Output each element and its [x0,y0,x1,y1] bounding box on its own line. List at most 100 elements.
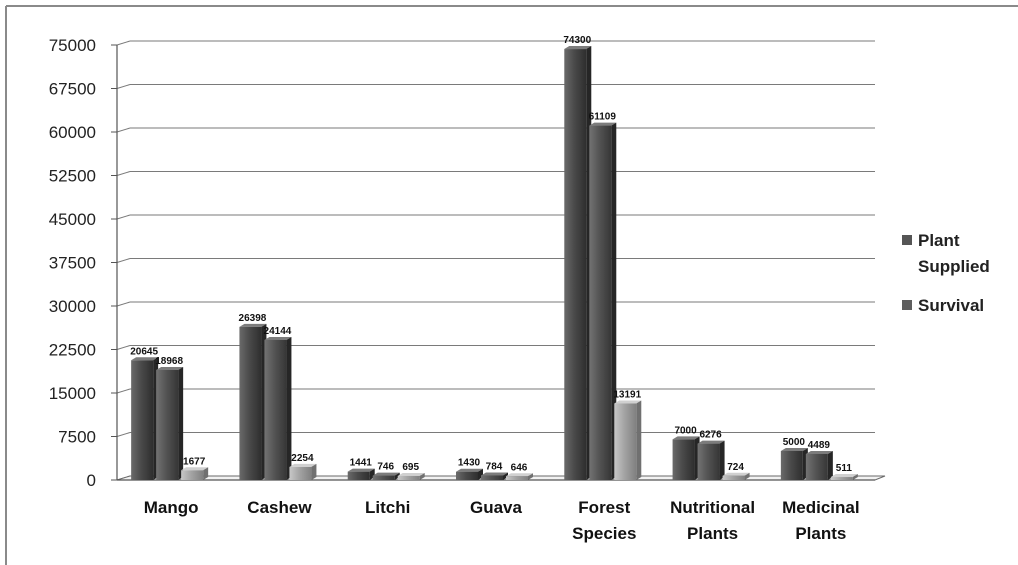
bar [672,439,695,480]
legend-entry: Plant Supplied [918,231,990,276]
legend: Plant Supplied Survival [902,231,990,315]
bar [589,125,612,480]
bar-top [156,366,184,370]
category-label: Mango [144,498,199,517]
data-label: 20645 [130,346,158,357]
bar [780,451,803,480]
bar [614,403,637,480]
y-tick-label: 30000 [49,297,96,316]
bar-top [131,357,159,361]
bar-side [311,463,317,480]
bar [397,475,420,480]
bar-side [503,472,508,480]
bar-top [722,472,750,476]
gridline-stub [116,171,131,176]
bar-side [744,472,750,480]
bar [697,443,720,480]
bar [805,453,828,480]
bar-side [286,336,292,480]
data-label: 5000 [783,437,806,448]
data-label: 26398 [239,313,267,324]
gridline-stub [116,84,131,89]
y-tick-label: 0 [87,471,96,490]
bar-top [830,474,858,478]
legend-entry-line: Plant [918,231,960,250]
y-tick-label: 75000 [49,36,96,55]
bars [131,46,858,481]
bar-top [506,473,533,477]
data-label: 1441 [350,458,373,469]
legend-entry: Survival [918,296,984,315]
bar-top [672,436,700,440]
bar-side [419,472,425,480]
legend-swatch [902,300,912,310]
y-tick-label: 45000 [49,210,96,229]
bar [289,466,312,480]
bar-top [397,472,425,476]
category-label: Guava [470,498,523,517]
category-label-line: Plants [795,524,846,543]
bar [506,476,528,480]
gridline-stub [116,388,131,394]
bar [456,471,478,480]
y-tick-label: 52500 [49,167,96,186]
bar [564,49,587,481]
y-tick-label: 60000 [49,123,96,142]
category-label-line: Medicinal [782,498,859,517]
bar-top [456,468,483,472]
gridline-stub [116,40,131,46]
data-label: 724 [727,462,744,473]
bar-top [347,468,375,472]
y-tick-label: 15000 [49,384,96,403]
y-tick-labels: 0 7500 15000 22500 30000 37500 45000 52500 60000… [49,36,96,490]
category-label: Litchi [365,498,410,517]
bar-side [178,366,184,480]
bar-top [264,336,292,340]
data-label: 7000 [674,425,697,436]
data-label: 24144 [264,326,292,337]
gridline-stub [116,432,131,437]
gridline-stub [116,127,131,133]
data-label: 61109 [589,112,617,123]
bar-side [528,473,533,480]
category-label-line: Litchi [365,498,410,517]
data-label: 511 [836,463,853,474]
bar-top [181,467,209,471]
data-label: 695 [402,462,419,473]
gridline-stub [116,258,131,263]
data-label: 74300 [563,35,591,46]
bar-side [636,400,642,480]
bar-side [719,440,725,480]
bar-top [697,440,725,444]
bar [156,369,179,480]
y-tick-label: 22500 [49,341,96,360]
data-label: 1677 [183,456,206,467]
bar-top [481,472,508,476]
y-tick-label: 7500 [58,428,96,447]
bar-top [614,400,642,404]
bar [264,339,287,480]
category-label-line: Nutritional [670,498,755,517]
data-label: 13191 [613,389,641,400]
bar [372,475,395,480]
data-label: 1430 [458,458,481,469]
bar-side [827,450,833,480]
bar [181,470,204,480]
gridline-stub [116,214,131,220]
category-label-line: Guava [470,498,523,517]
bar-side [203,467,209,480]
bar [131,360,154,480]
category-label: Cashew [247,498,312,517]
data-label: 646 [511,462,528,473]
bar-top [239,323,267,327]
gridline-stub [116,345,131,350]
y-tick-label: 67500 [49,80,96,99]
bar [722,475,745,480]
category-label-line: Species [572,524,636,543]
bar-side [852,474,858,480]
bar [481,475,503,480]
bar-top [372,472,400,476]
